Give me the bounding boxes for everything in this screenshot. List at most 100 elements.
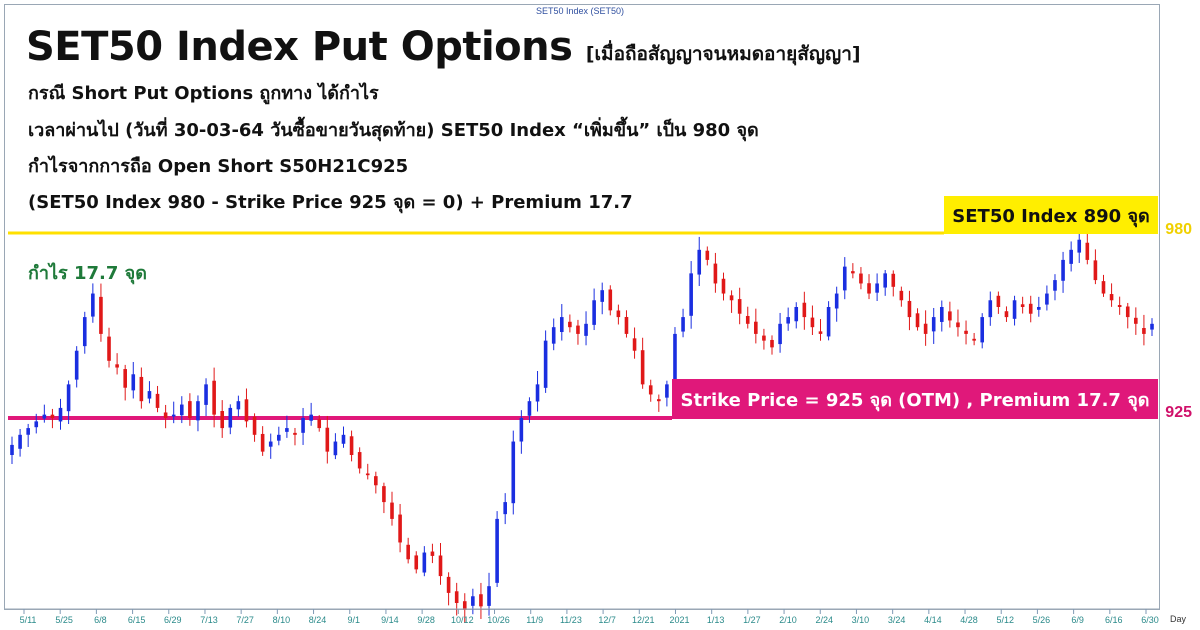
candle-body <box>268 441 273 447</box>
x-tick-label: 4/28 <box>960 615 978 625</box>
candle-body <box>1117 305 1122 307</box>
candle-body <box>543 340 548 388</box>
candle-body <box>10 444 14 455</box>
candle-body <box>374 476 378 486</box>
x-tick-label: 6/9 <box>1071 615 1084 625</box>
candle-body <box>244 399 249 422</box>
x-tick-label: 12/21 <box>632 615 655 625</box>
title-note: [เมื่อถือสัญญาจนหมดอายุสัญญา] <box>585 43 861 65</box>
candle-body <box>705 250 710 260</box>
candle-body <box>737 299 742 314</box>
candle-body <box>446 576 451 593</box>
candle-body <box>745 315 750 324</box>
candle-body <box>648 385 653 395</box>
candle-body <box>139 376 144 402</box>
candle-body <box>907 300 912 318</box>
candle-body <box>333 441 338 456</box>
candle-body <box>584 323 588 336</box>
candle-body <box>382 486 386 503</box>
candle-body <box>875 283 879 293</box>
x-tick-label: 6/8 <box>94 615 107 625</box>
candle-body <box>349 436 354 455</box>
candle-body <box>1134 317 1138 324</box>
candle-body <box>511 441 516 504</box>
chart-frame <box>4 4 1160 610</box>
x-tick-label: 9/28 <box>417 615 435 625</box>
candle-body <box>794 307 799 322</box>
candle-body <box>600 290 605 302</box>
candle-body <box>252 416 257 435</box>
description-line-1: กรณี Short Put Options ถูกทาง ได้กำไร <box>28 83 379 104</box>
candle-body <box>260 433 265 452</box>
candle-body <box>1085 242 1090 260</box>
candle-body <box>568 321 572 328</box>
candle-body <box>58 407 63 422</box>
candle-body <box>34 421 39 428</box>
candle-body <box>1077 239 1082 253</box>
x-tick-label: 12/7 <box>598 615 616 625</box>
x-tick-label: 2/24 <box>815 615 833 625</box>
x-tick-label: 3/10 <box>852 615 870 625</box>
description-line-4: (SET50 Index 980 - Strike Price 925 จุด … <box>28 192 633 213</box>
candle-body <box>204 384 208 405</box>
candle-body <box>462 601 467 610</box>
x-tick-label: 5/25 <box>55 615 73 625</box>
candle-body <box>196 401 200 421</box>
candle-body <box>1142 328 1146 334</box>
x-tick-label: 2/10 <box>779 615 797 625</box>
candle-body <box>309 414 313 421</box>
x-tick-label: 6/15 <box>128 615 146 625</box>
x-tick-label: 8/24 <box>309 615 327 625</box>
candle-body <box>1150 323 1154 330</box>
candle-body <box>479 594 483 607</box>
candle-body <box>729 295 734 301</box>
candle-body <box>689 273 693 316</box>
candle-body <box>826 307 831 337</box>
title-main: SET50 Index Put Options <box>26 24 573 70</box>
candle-body <box>786 317 790 324</box>
candle-body <box>527 401 532 416</box>
candle-body <box>365 473 370 476</box>
candle-body <box>1028 303 1033 314</box>
candle-body <box>899 290 904 301</box>
candle-body <box>1093 260 1098 281</box>
candle-body <box>754 321 758 334</box>
candle-body <box>155 393 160 408</box>
candle-body <box>770 339 774 348</box>
candle-body <box>551 327 556 344</box>
candle-body <box>519 418 524 442</box>
candle-body <box>956 322 960 328</box>
candle-body <box>325 427 330 452</box>
candle-body <box>26 428 30 435</box>
candle-body <box>988 300 993 318</box>
chart-caption: SET50 Index (SET50) <box>535 6 625 16</box>
description-line-2: เวลาผ่านไป (วันที่ 30-03-64 วันซื้อขายวั… <box>28 120 759 141</box>
candle-body <box>285 428 289 432</box>
candle-body <box>535 384 540 402</box>
candle-body <box>883 273 887 288</box>
candle-body <box>867 283 871 294</box>
candle-body <box>842 266 847 291</box>
candle-body <box>414 555 419 570</box>
candle-body <box>948 311 952 321</box>
candle-body <box>818 331 823 334</box>
x-tick-label: 1/13 <box>707 615 725 625</box>
x-tick-label: 1/27 <box>743 615 761 625</box>
candle-body <box>923 323 928 334</box>
candle-body <box>454 591 459 603</box>
x-tick-label: 6/16 <box>1105 615 1123 625</box>
profit-label: กำไร 17.7 จุด <box>28 263 147 284</box>
candle-body <box>131 374 136 391</box>
candle-body <box>640 350 645 385</box>
candle-body <box>115 364 119 368</box>
candle-body <box>357 452 362 469</box>
x-tick-label: 5/11 <box>20 615 37 625</box>
candle-body <box>964 330 968 334</box>
page-title: SET50 Index Put Options [เมื่อถือสัญญาจน… <box>26 24 861 70</box>
candle-body <box>50 414 55 418</box>
candle-body <box>810 317 815 328</box>
candle-body <box>406 544 410 560</box>
candle-body <box>665 384 669 398</box>
candle-body <box>18 434 22 449</box>
